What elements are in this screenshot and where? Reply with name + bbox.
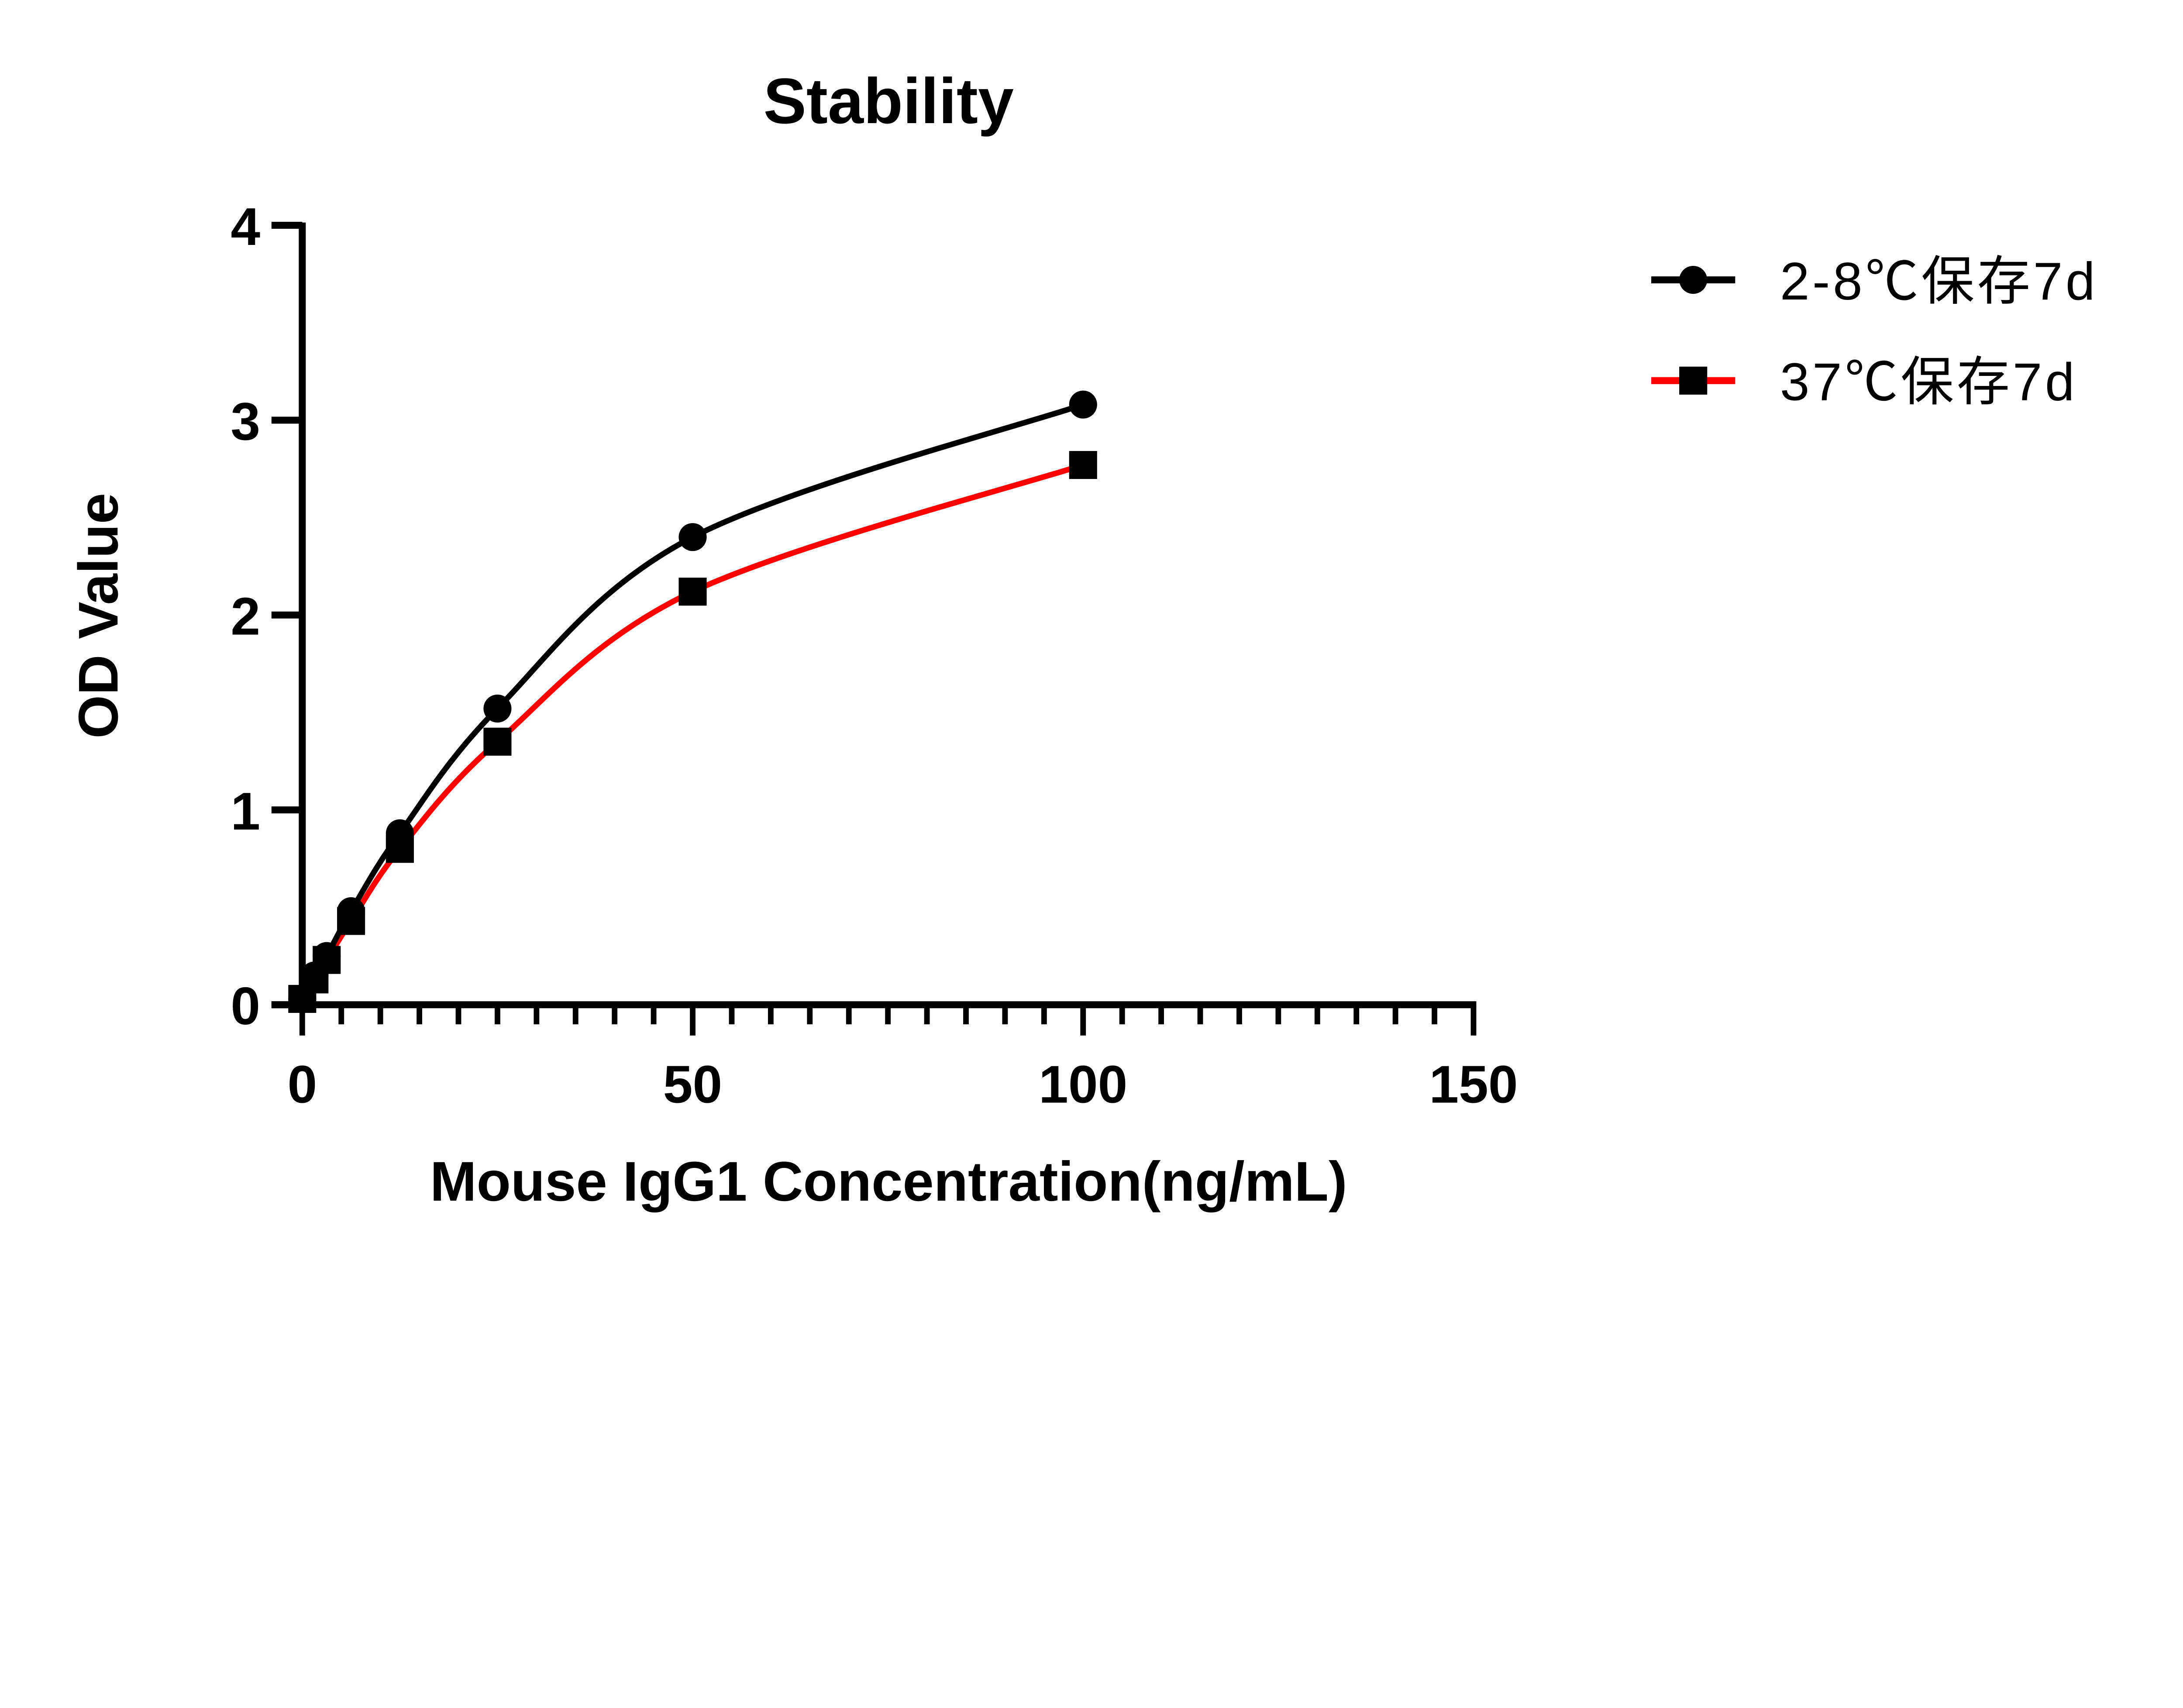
y-tick-label: 0 (231, 976, 260, 1036)
data-point-circle (386, 819, 414, 847)
x-tick-label: 150 (1429, 1055, 1518, 1114)
data-point-circle (337, 897, 365, 926)
x-tick-label: 100 (1039, 1055, 1127, 1114)
data-point-circle (678, 523, 707, 551)
legend-marker-square (1679, 366, 1708, 395)
data-point-circle (288, 985, 317, 1013)
y-axis-label: OD Value (67, 493, 130, 739)
data-point-circle (313, 942, 341, 970)
x-tick-label: 50 (663, 1055, 722, 1114)
legend-label: 2-8℃保存7d (1780, 251, 2098, 311)
data-point-square (483, 727, 512, 756)
data-point-circle (483, 694, 512, 723)
chart: Stability OD Value Mouse IgG1 Concentrat… (67, 65, 2098, 1213)
x-tick-label: 0 (287, 1055, 317, 1114)
data-point-circle (1069, 390, 1097, 419)
y-tick-label: 1 (231, 782, 260, 841)
series-group (288, 390, 1097, 1013)
x-axis-label: Mouse IgG1 Concentration(ng/mL) (430, 1150, 1347, 1213)
y-tick-label: 3 (231, 392, 260, 451)
data-point-square (1069, 451, 1097, 479)
legend-label: 37℃保存7d (1780, 352, 2077, 412)
legend-marker-circle (1679, 265, 1708, 294)
y-tick-label: 4 (231, 197, 260, 256)
axes: 0 50 100 150 0 1 2 3 4 (231, 197, 1518, 1114)
y-tick-label: 2 (231, 587, 260, 646)
series-line (300, 402, 1084, 1000)
data-point-square (678, 578, 707, 606)
chart-title: Stability (764, 65, 1014, 137)
legend: 2-8℃保存7d 37℃保存7d (1651, 251, 2098, 412)
